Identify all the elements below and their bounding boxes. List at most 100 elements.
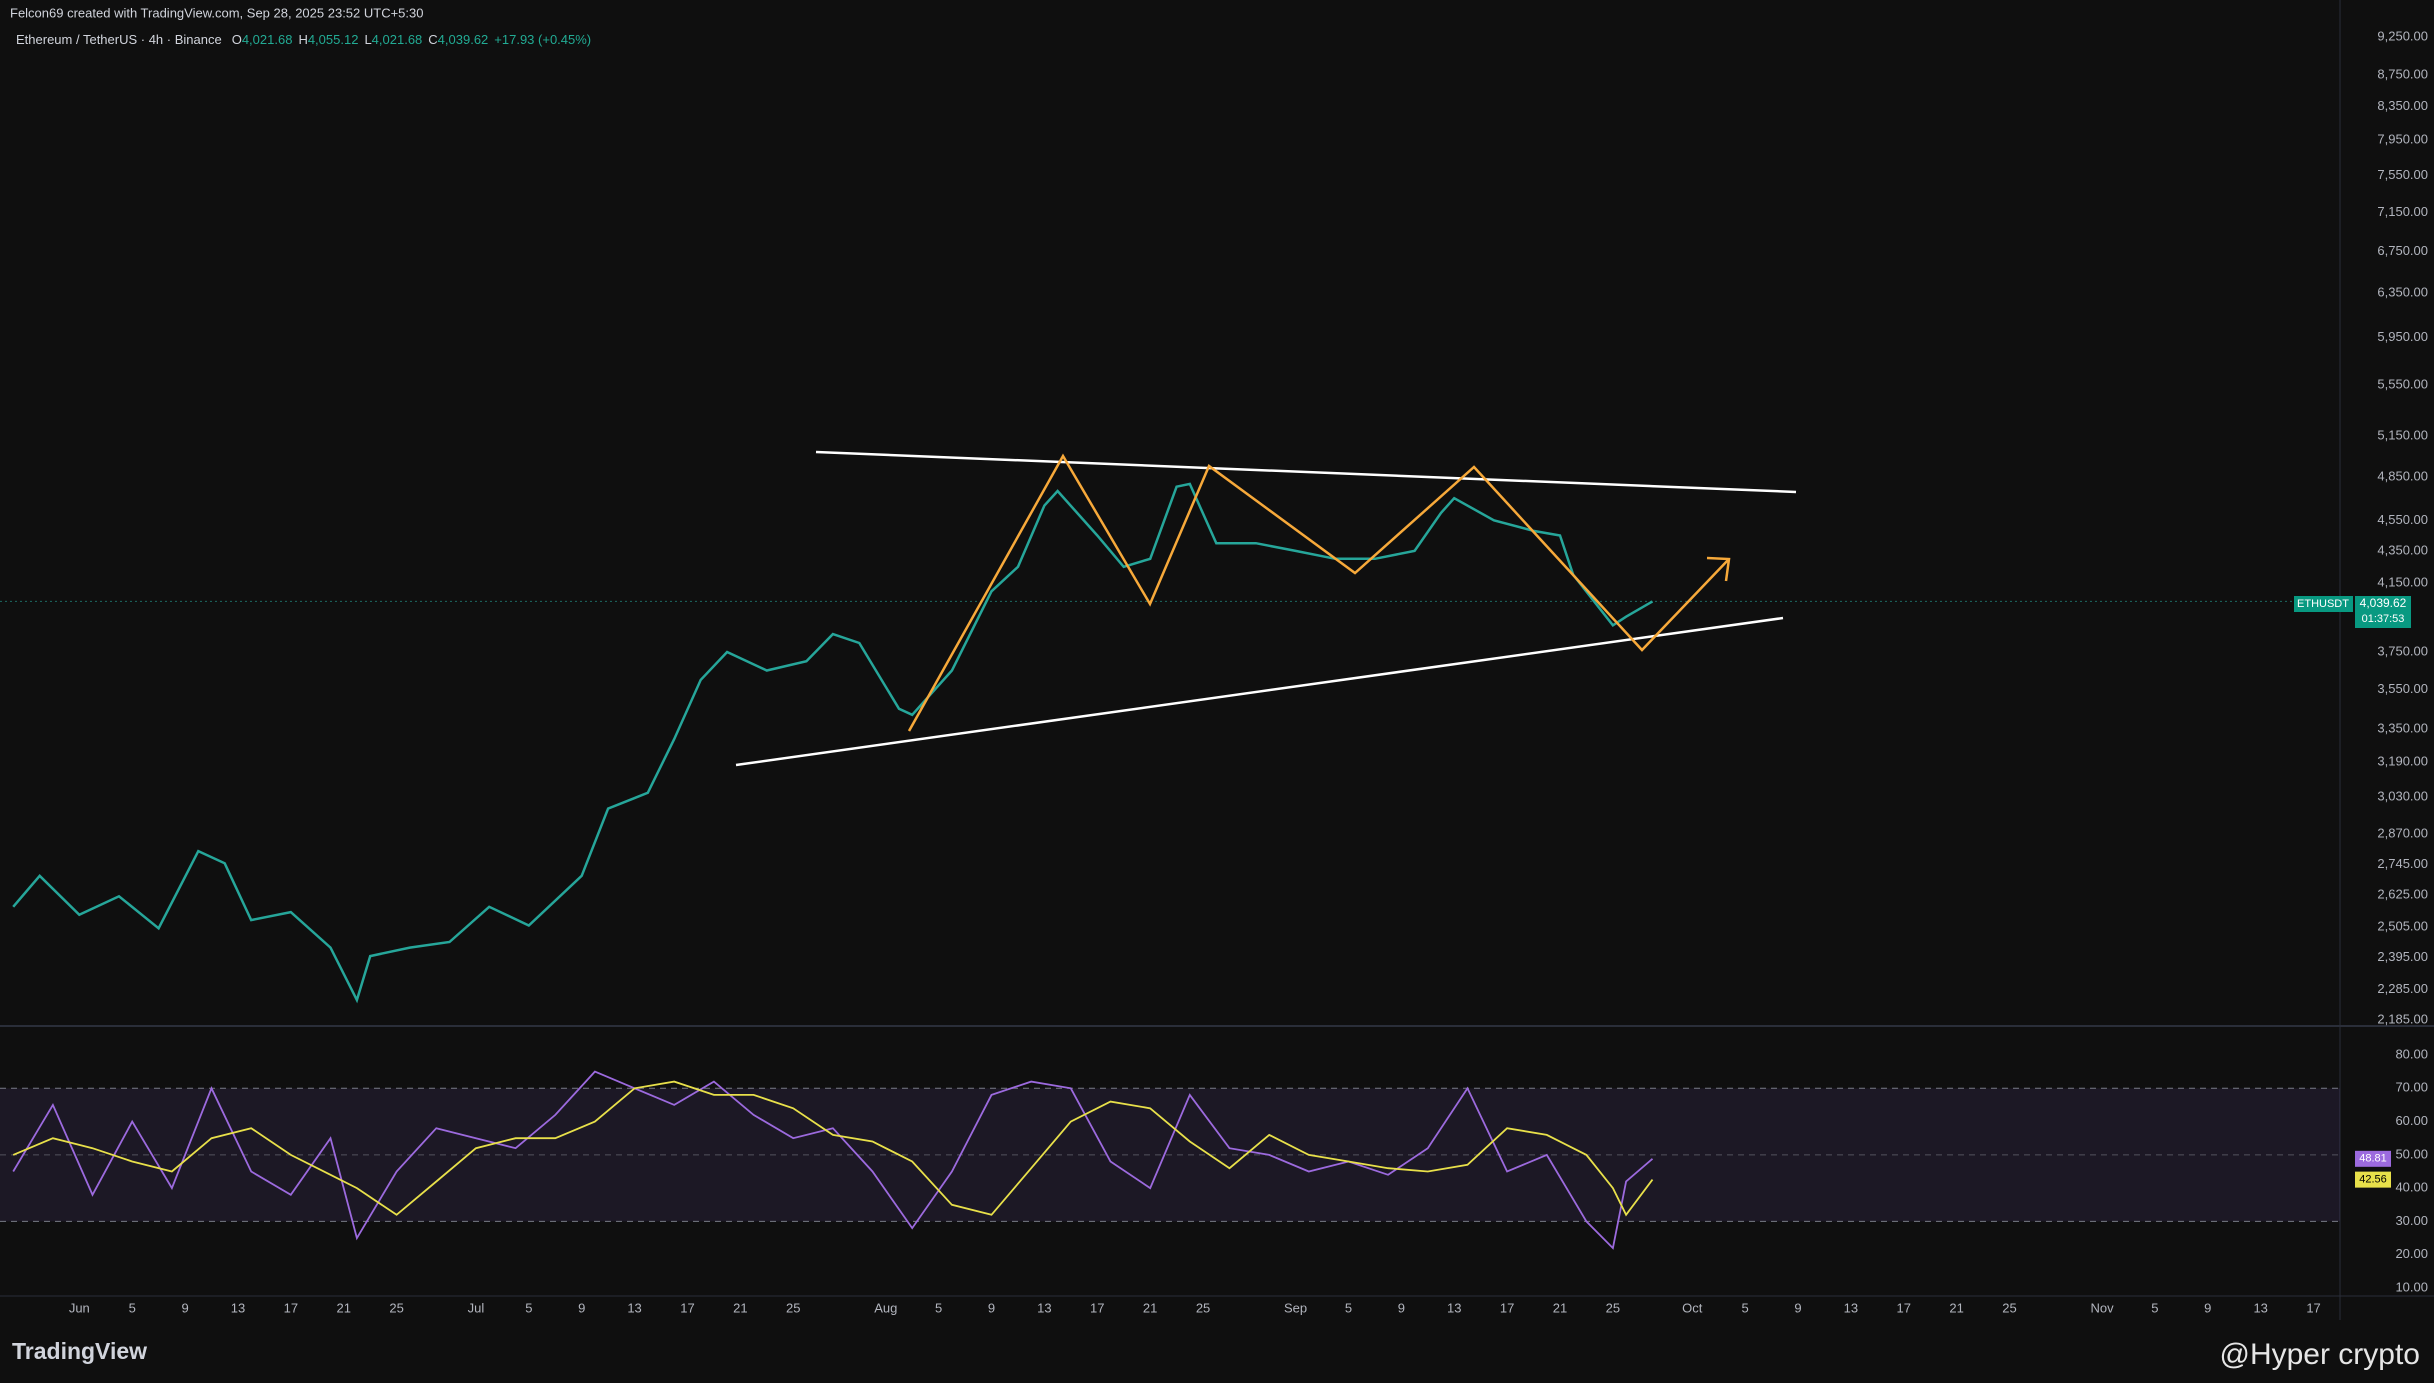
y-tick-label: 2,870.00 bbox=[2377, 826, 2428, 841]
x-tick-label: 9 bbox=[578, 1300, 585, 1315]
x-tick-label: 13 bbox=[1447, 1300, 1461, 1315]
x-tick-label: 21 bbox=[1949, 1300, 1963, 1315]
y-tick-label: 3,750.00 bbox=[2377, 643, 2428, 658]
x-tick-label: 9 bbox=[1398, 1300, 1405, 1315]
x-tick-label: 25 bbox=[786, 1300, 800, 1315]
value-tag-label: 42.56 bbox=[2359, 1174, 2387, 1186]
x-tick-label: 25 bbox=[1606, 1300, 1620, 1315]
tag-symbol: ETHUSDT bbox=[2297, 598, 2349, 610]
ohlc-key: H bbox=[298, 32, 307, 47]
y-tick-label: 4,150.00 bbox=[2377, 574, 2428, 589]
y-tick-label: 5,550.00 bbox=[2377, 376, 2428, 391]
x-tick-label: 25 bbox=[389, 1300, 403, 1315]
y-tick-label: 2,505.00 bbox=[2377, 918, 2428, 933]
y-tick-label: 40.00 bbox=[2395, 1180, 2428, 1195]
x-tick-label: Sep bbox=[1284, 1300, 1307, 1315]
ohlc-key: C bbox=[428, 32, 437, 47]
y-tick-label: 4,350.00 bbox=[2377, 542, 2428, 557]
series-line bbox=[12, 1080, 1654, 1217]
x-tick-label: 9 bbox=[181, 1300, 188, 1315]
y-tick-label: 3,190.00 bbox=[2377, 754, 2428, 769]
y-tick-label: 20.00 bbox=[2395, 1246, 2428, 1261]
x-tick-label: 5 bbox=[129, 1300, 136, 1315]
y-tick-label: 3,350.00 bbox=[2377, 720, 2428, 735]
y-tick-label: 5,950.00 bbox=[2377, 329, 2428, 344]
y-tick-label: 2,395.00 bbox=[2377, 949, 2428, 964]
change: +17.93 (+0.45%) bbox=[494, 32, 591, 47]
y-tick-label: 60.00 bbox=[2395, 1113, 2428, 1128]
value-tag-label: 48.81 bbox=[2359, 1153, 2387, 1165]
tag-countdown: 01:37:53 bbox=[2362, 613, 2405, 625]
y-tick-label: 3,550.00 bbox=[2377, 681, 2428, 696]
credit: Felcon69 created with TradingView.com, S… bbox=[10, 5, 424, 20]
x-tick-label: 17 bbox=[1090, 1300, 1104, 1315]
ohlc-value: 4,039.62 bbox=[438, 32, 489, 47]
arrowhead bbox=[1706, 556, 1731, 582]
ohlc-value: 4,021.68 bbox=[242, 32, 293, 47]
tag-price: 4,039.62 bbox=[2360, 596, 2407, 610]
series-line bbox=[12, 482, 1654, 1004]
watermark: @Hyper crypto bbox=[2219, 1338, 2420, 1371]
y-tick-label: 80.00 bbox=[2395, 1046, 2428, 1061]
x-tick-label: 21 bbox=[1553, 1300, 1567, 1315]
y-tick-label: 8,350.00 bbox=[2377, 98, 2428, 113]
x-tick-label: 21 bbox=[733, 1300, 747, 1315]
y-tick-label: 2,285.00 bbox=[2377, 981, 2428, 996]
x-tick-label: 17 bbox=[2306, 1300, 2320, 1315]
x-tick-label: 5 bbox=[1741, 1300, 1748, 1315]
value-tag bbox=[2355, 1150, 2391, 1167]
y-tick-label: 5,150.00 bbox=[2377, 427, 2428, 442]
brand: TradingView bbox=[12, 1338, 147, 1364]
y-tick-label: 4,550.00 bbox=[2377, 512, 2428, 527]
x-tick-label: 9 bbox=[1794, 1300, 1801, 1315]
tag-box bbox=[2355, 596, 2411, 628]
y-tick-label: 70.00 bbox=[2395, 1080, 2428, 1095]
x-tick-label: 5 bbox=[935, 1300, 942, 1315]
x-tick-label: 17 bbox=[680, 1300, 694, 1315]
x-tick-label: 25 bbox=[1196, 1300, 1210, 1315]
y-tick-label: 8,750.00 bbox=[2377, 66, 2428, 81]
x-tick-label: 17 bbox=[1500, 1300, 1514, 1315]
x-tick-label: 25 bbox=[2002, 1300, 2016, 1315]
legend: Ethereum / TetherUS · 4h · Binance O4,021… bbox=[16, 32, 591, 47]
x-tick-label: Jun bbox=[69, 1300, 90, 1315]
x-tick-label: Jul bbox=[468, 1300, 485, 1315]
y-tick-label: 2,625.00 bbox=[2377, 886, 2428, 901]
x-tick-label: 13 bbox=[1844, 1300, 1858, 1315]
symbol: Ethereum / TetherUS · 4h · Binance bbox=[16, 32, 222, 47]
x-tick-label: 21 bbox=[1143, 1300, 1157, 1315]
x-tick-label: 5 bbox=[1345, 1300, 1352, 1315]
x-tick-label: 21 bbox=[336, 1300, 350, 1315]
x-tick-label: 17 bbox=[1896, 1300, 1910, 1315]
y-tick-label: 7,950.00 bbox=[2377, 132, 2428, 147]
y-tick-label: 7,150.00 bbox=[2377, 204, 2428, 219]
x-tick-label: 5 bbox=[525, 1300, 532, 1315]
tag-box bbox=[2294, 596, 2353, 612]
y-tick-label: 2,185.00 bbox=[2377, 1011, 2428, 1026]
y-tick-label: 6,750.00 bbox=[2377, 243, 2428, 258]
y-tick-label: 7,550.00 bbox=[2377, 167, 2428, 182]
x-tick-label: 13 bbox=[627, 1300, 641, 1315]
y-tick-label: 2,745.00 bbox=[2377, 856, 2428, 871]
zigzag bbox=[907, 453, 1730, 732]
x-tick-label: 5 bbox=[2151, 1300, 2158, 1315]
ohlc-key: O bbox=[232, 32, 242, 47]
ohlc-value: 4,055.12 bbox=[308, 32, 359, 47]
trendline bbox=[735, 616, 1784, 767]
ohlc-value: 4,021.68 bbox=[372, 32, 423, 47]
y-tick-label: 30.00 bbox=[2395, 1213, 2428, 1228]
trendline bbox=[815, 450, 1797, 494]
x-tick-label: 13 bbox=[2253, 1300, 2267, 1315]
ohlc-key: L bbox=[364, 32, 371, 47]
x-tick-label: 17 bbox=[284, 1300, 298, 1315]
y-tick-label: 10.00 bbox=[2395, 1279, 2428, 1294]
x-tick-label: Nov bbox=[2090, 1300, 2114, 1315]
x-tick-label: Aug bbox=[874, 1300, 897, 1315]
y-tick-label: 9,250.00 bbox=[2377, 28, 2428, 43]
y-tick-label: 6,350.00 bbox=[2377, 285, 2428, 300]
x-tick-label: 9 bbox=[2204, 1300, 2211, 1315]
x-tick-label: Oct bbox=[1682, 1300, 1703, 1315]
series-line bbox=[12, 1070, 1654, 1250]
